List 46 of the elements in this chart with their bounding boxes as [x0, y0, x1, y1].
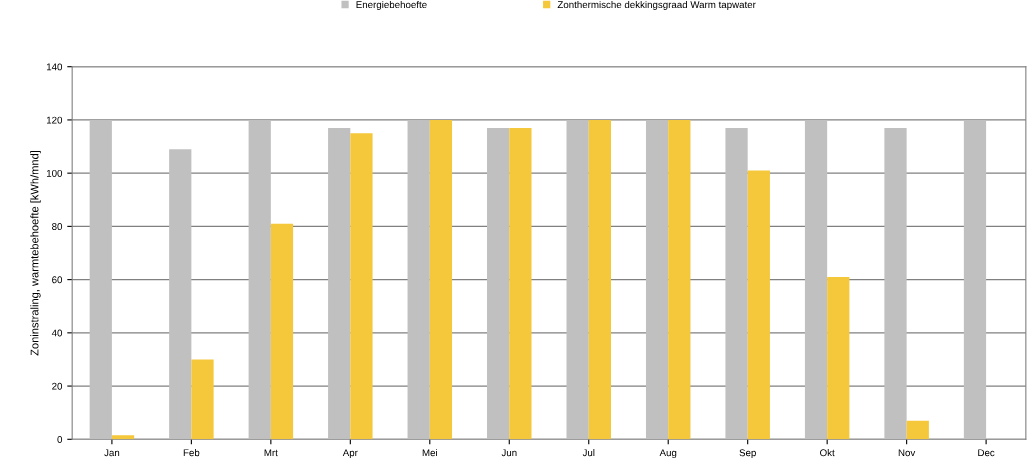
bar: [248, 119, 271, 440]
bar: [509, 127, 532, 440]
y-tick-label: 80: [52, 223, 63, 230]
bar: [588, 119, 611, 440]
bar: [328, 127, 351, 440]
bar: [350, 133, 373, 440]
y-axis-title: Zoninstraling, warmtebehoefte [kWh/mnd]: [30, 150, 41, 356]
x-tick-label: Feb: [183, 449, 200, 457]
bar: [487, 127, 510, 440]
bar: [429, 119, 453, 440]
x-tick-label: Mei: [422, 449, 437, 457]
bar: [566, 119, 589, 440]
x-tick-label: Nov: [898, 449, 916, 457]
bar: [111, 435, 135, 440]
x-tick-label: Aug: [659, 449, 677, 459]
y-tick-label: 40: [51, 329, 63, 337]
bar: [963, 119, 987, 440]
x-tick-label: Sep: [739, 449, 756, 459]
bar: [668, 119, 691, 440]
legend-label: Energiebehoefte: [356, 0, 427, 10]
x-tick-label: Jul: [582, 449, 595, 457]
y-tick-label: 120: [46, 116, 63, 124]
bar: [89, 119, 112, 440]
bar: [270, 223, 294, 440]
legend-label: Zonthermische dekkingsgraad Warm tapwater: [557, 0, 756, 10]
bar: [906, 420, 929, 440]
x-tick-label: Mrt: [264, 449, 278, 457]
y-tick-label: 100: [46, 169, 63, 177]
x-tick-label: Apr: [342, 449, 358, 459]
x-tick-label: Dec: [978, 449, 995, 457]
bar: [169, 149, 192, 440]
x-tick-label: Jun: [501, 449, 517, 457]
y-tick-label: 20: [52, 382, 63, 390]
bar: [725, 127, 748, 440]
y-tick-label: 140: [46, 63, 63, 71]
x-tick-label: Jan: [104, 449, 120, 457]
bar: [804, 119, 828, 440]
bar: [827, 276, 850, 440]
x-tick-label: Okt: [820, 449, 835, 457]
bar: [747, 170, 770, 440]
bar: [191, 359, 214, 440]
y-tick-label: 0: [57, 436, 63, 443]
bar: [884, 127, 907, 440]
bar: [645, 119, 669, 440]
y-tick-label: 60: [52, 276, 63, 284]
bar: [407, 119, 430, 440]
